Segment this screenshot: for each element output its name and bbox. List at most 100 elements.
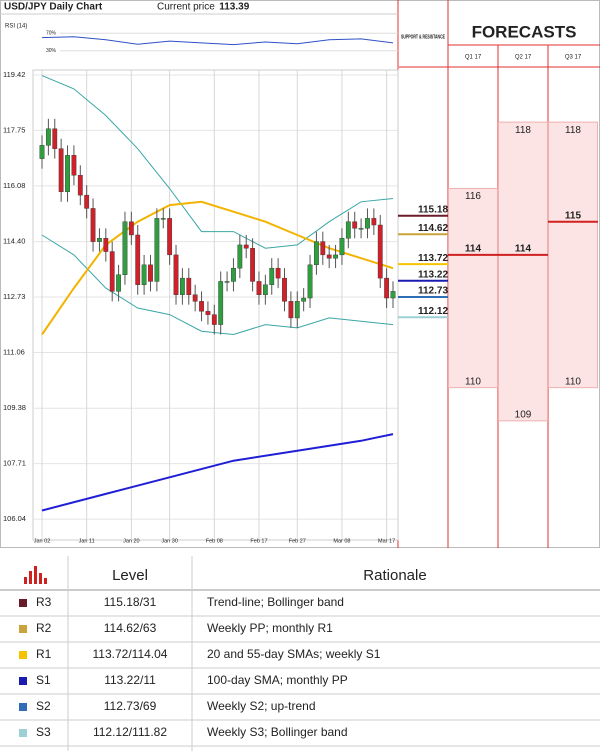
forecast-low-label: 110 [565,376,581,387]
candle-body [211,314,217,325]
x-tick-label: Mar 17 [378,538,395,544]
level-value: 112.12/111.82 [93,725,167,739]
forecast-mid-label: 114 [515,244,532,255]
level-label: 115.18 [418,204,448,215]
rsi-title: RSI (14) [5,24,27,30]
candle-body [77,175,83,196]
candle-body [218,281,224,325]
level-code: R1 [36,647,52,661]
overlay-line [41,433,394,512]
candle-body [205,311,211,315]
levels-title: SUPPORT & RESISTANCE [401,34,445,40]
rationale: Weekly PP; monthly R1 [207,621,333,635]
candle-body [173,254,179,295]
price-label: Current price [157,2,215,13]
forecast-high-label: 116 [465,191,481,202]
x-tick-label: Mar 08 [333,538,350,544]
candle-body [192,294,198,302]
forecast-high-label: 118 [565,125,581,136]
level-label: 113.22 [418,269,448,280]
level-code: R3 [36,595,52,609]
candle-body [320,241,326,256]
overlay-line [41,75,394,249]
candle-body [160,218,166,220]
level-value: 115.18/31 [104,595,157,609]
candle-body [282,277,287,302]
level-code: S2 [36,699,51,713]
candle-body [52,128,58,149]
candle-body [109,251,115,292]
forecast-range [498,121,548,422]
y-tick-label: 107.71 [3,459,26,468]
candle-body [186,277,192,295]
level-swatch [19,729,27,737]
rationale: Trend-line; Bollinger band [207,595,344,609]
candle-body [122,221,128,275]
table-header: Rationale [363,567,426,584]
level-swatch [19,703,27,711]
candle-body [237,244,243,269]
candle-body [371,218,377,226]
candle-body [288,301,294,319]
x-tick-label: Feb 17 [250,538,267,544]
candle-body [339,238,345,256]
level-code: S1 [36,673,51,687]
candle-body [333,254,338,259]
candle-body [294,301,300,319]
candle-body [84,194,90,209]
table-icon [24,566,47,584]
level-swatch [19,599,27,607]
candle-body [384,277,390,299]
candle-body [243,244,249,249]
level-label: 113.72 [418,253,448,264]
level-value: 113.22/11 [104,673,156,687]
forecast-high-label: 118 [515,125,531,136]
quarter-label: Q2 17 [515,55,532,61]
chart-title: USD/JPY Daily Chart [4,2,103,13]
y-tick-label: 116.08 [3,181,25,190]
candle-body [65,155,70,193]
candle-body [269,267,275,285]
x-tick-label: Jan 11 [79,538,95,544]
candle-body [135,234,141,285]
y-tick-label: 109.38 [3,403,26,412]
candle-body [250,248,255,282]
candle-body [154,218,160,282]
candle-body [148,264,153,282]
candle-body [199,301,204,312]
candle-body [377,224,383,279]
x-tick-label: Feb 08 [206,538,223,544]
candle-body [58,148,64,193]
y-tick-label: 114.40 [3,237,25,246]
table-header: Level [112,567,148,584]
y-tick-label: 111.06 [3,347,25,356]
candle-body [365,218,370,229]
quarter-label: Q3 17 [565,55,582,61]
level-code: R2 [36,621,52,635]
rsi-tick-label: 70% [46,31,57,37]
candle-body [307,264,313,299]
candle-body [45,128,51,146]
rationale: 20 and 55-day SMAs; weekly S1 [207,647,381,661]
overlay-line [41,200,394,336]
level-swatch [19,651,27,659]
rsi-line [41,36,394,46]
level-value: 112.73/69 [104,699,157,713]
forecast-low-label: 110 [465,376,481,387]
overlay-line [41,234,394,336]
plot-frame [32,69,399,541]
forecast-low-label: 109 [515,409,532,420]
candle-body [301,297,307,302]
forecasts-title: FORECASTS [472,22,577,41]
candle-body [179,277,185,295]
level-swatch [19,625,27,633]
y-tick-label: 106.04 [3,514,26,523]
candle-body [275,267,281,279]
rsi-tick-label: 30% [46,48,57,54]
candle-body [345,221,351,239]
current-price: 113.39 [219,2,249,13]
candle-body [262,284,268,295]
candle-body [39,145,45,159]
level-label: 112.73 [418,286,448,297]
forecast-range [448,187,498,389]
